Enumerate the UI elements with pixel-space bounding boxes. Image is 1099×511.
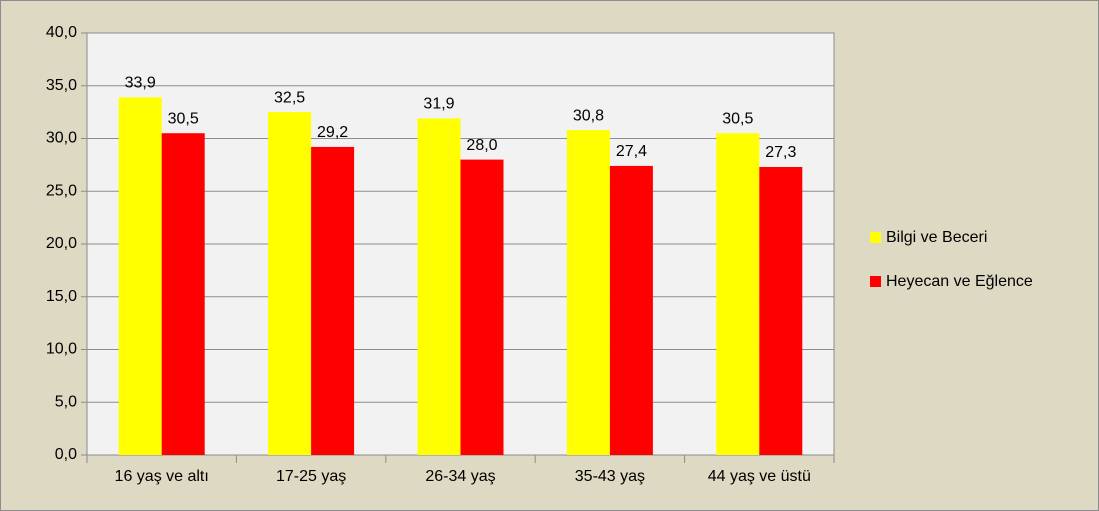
y-tick-label: 5,0	[55, 393, 77, 410]
bar	[716, 133, 760, 455]
legend-label: Heyecan ve Eğlence	[886, 273, 1033, 290]
bar	[566, 130, 610, 455]
data-label: 32,5	[274, 89, 305, 106]
bar	[759, 166, 803, 456]
y-tick-label: 30,0	[46, 130, 77, 147]
data-label: 30,5	[168, 110, 199, 127]
data-label: 27,3	[765, 144, 796, 161]
bar	[118, 97, 162, 455]
bar	[460, 159, 504, 455]
bar	[609, 165, 653, 455]
x-tick-label: 17-25 yaş	[276, 468, 346, 485]
bar	[161, 133, 205, 455]
x-tick-label: 44 yaş ve üstü	[708, 468, 811, 485]
x-tick-label: 16 yaş ve altı	[115, 468, 209, 485]
y-tick-label: 40,0	[46, 24, 77, 41]
x-tick-label: 26-34 yaş	[425, 468, 495, 485]
data-label: 30,8	[573, 107, 604, 124]
bar	[311, 146, 355, 455]
y-tick-label: 20,0	[46, 235, 77, 252]
y-tick-label: 35,0	[46, 77, 77, 94]
y-tick-label: 10,0	[46, 341, 77, 358]
legend-swatch	[870, 232, 881, 243]
x-tick-label: 35-43 yaş	[575, 468, 645, 485]
data-label: 29,2	[317, 124, 348, 141]
data-label: 27,4	[616, 143, 647, 160]
y-tick-label: 15,0	[46, 288, 77, 305]
bar	[268, 112, 312, 455]
bar	[417, 118, 461, 455]
y-tick-label: 0,0	[55, 446, 77, 463]
legend-label: Bilgi ve Beceri	[886, 229, 987, 246]
data-label: 33,9	[125, 75, 156, 92]
data-label: 31,9	[423, 96, 454, 113]
data-label: 28,0	[466, 137, 497, 154]
legend-swatch	[870, 276, 881, 287]
y-tick-label: 25,0	[46, 182, 77, 199]
data-label: 30,5	[722, 110, 753, 127]
